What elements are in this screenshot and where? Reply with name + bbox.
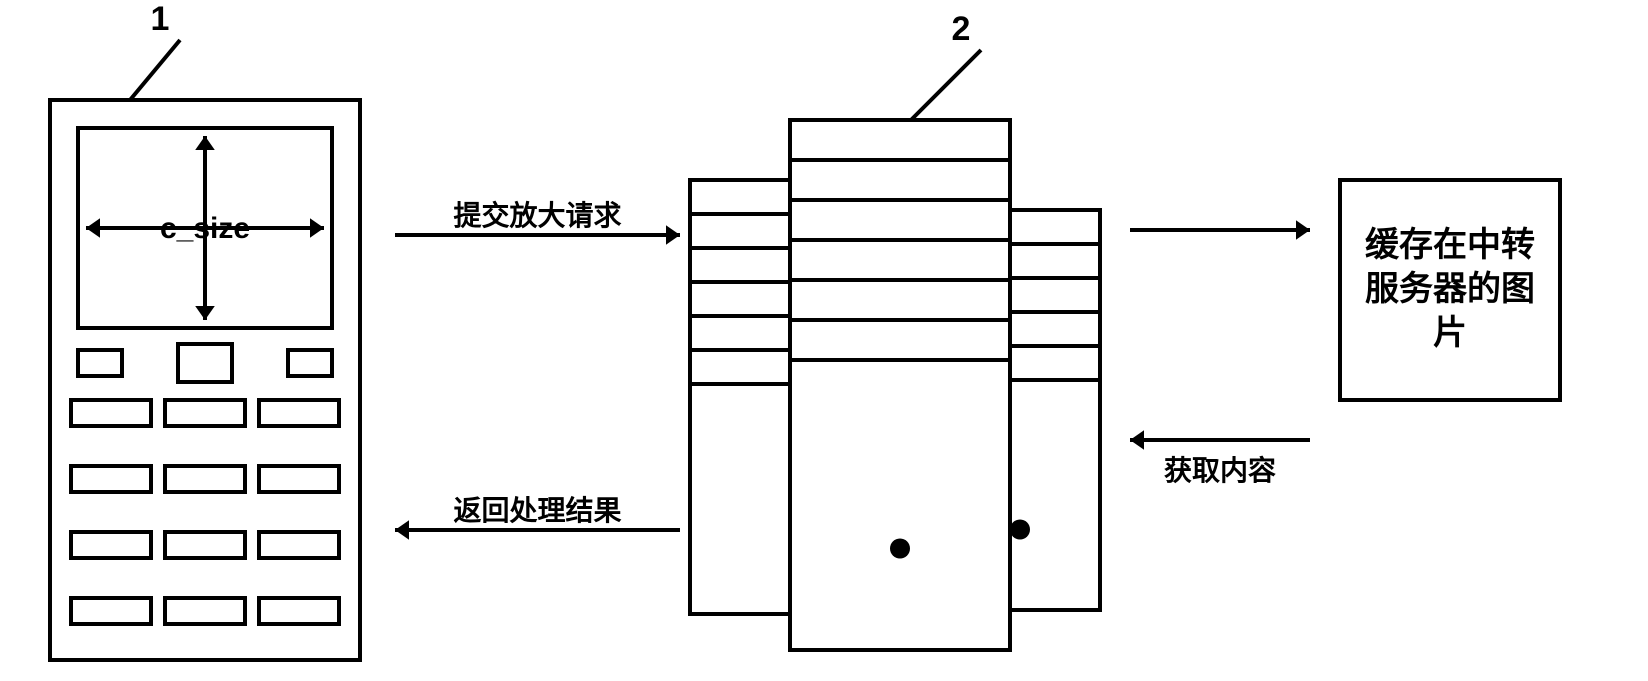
servers-callout-label: 2: [952, 10, 971, 48]
keypad-button: [259, 598, 339, 624]
keypad-button: [165, 400, 245, 426]
cache-box-text: 缓存在中转: [1365, 226, 1535, 264]
keypad-button: [165, 466, 245, 492]
keypad-button: [259, 532, 339, 558]
keypad-button: [71, 466, 151, 492]
phone-screen-label: c_size: [160, 212, 250, 245]
keypad-button: [165, 532, 245, 558]
keypad-button: [71, 598, 151, 624]
keypad-button: [71, 532, 151, 558]
cache-box-text: 片: [1433, 314, 1467, 352]
keypad-button: [165, 598, 245, 624]
arrow-label-get: 获取内容: [1164, 454, 1276, 486]
arrow-label-return: 返回处理结果: [453, 495, 621, 526]
arrow-label-submit: 提交放大请求: [453, 199, 621, 231]
cache-box-text: 服务器的图: [1365, 270, 1535, 308]
keypad-button: [259, 400, 339, 426]
server-center: [790, 120, 1010, 650]
server-indicator-dot: [890, 539, 910, 559]
server-indicator-dot: [1010, 520, 1030, 540]
keypad-button: [71, 400, 151, 426]
phone-callout-label: 1: [151, 0, 170, 38]
keypad-button: [259, 466, 339, 492]
